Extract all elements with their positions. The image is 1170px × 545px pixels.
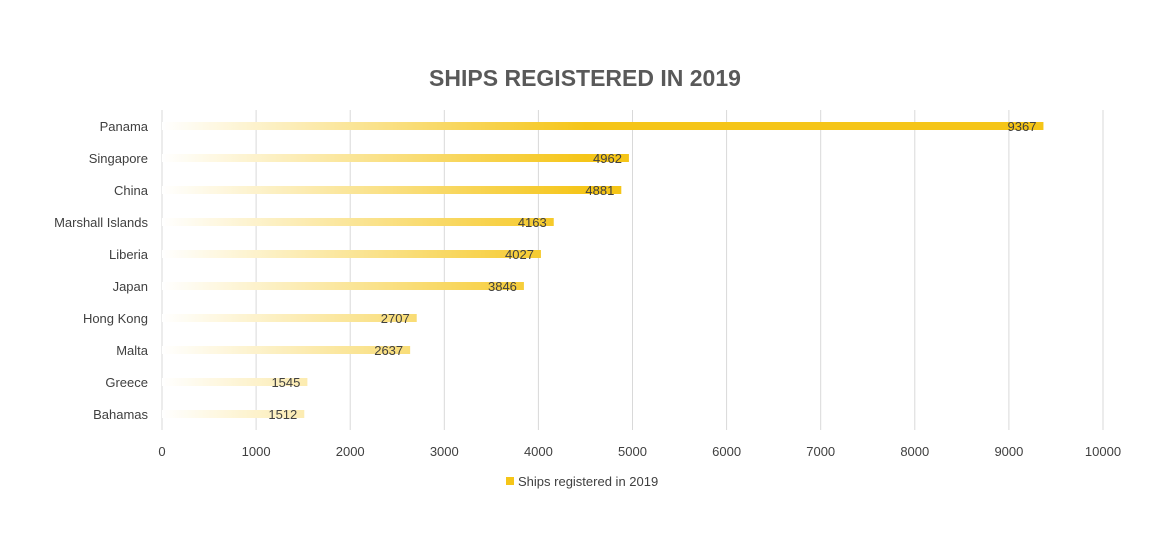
y-category-label: Liberia bbox=[109, 247, 149, 262]
x-tick-label: 10000 bbox=[1085, 444, 1121, 459]
bar bbox=[162, 154, 629, 162]
data-label: 4962 bbox=[593, 151, 622, 166]
data-label: 2707 bbox=[381, 311, 410, 326]
x-tick-label: 7000 bbox=[806, 444, 835, 459]
data-label: 9367 bbox=[1008, 119, 1037, 134]
y-category-label: Panama bbox=[100, 119, 149, 134]
data-label: 4027 bbox=[505, 247, 534, 262]
data-labels: 9367 4962 4881 4163 4027 3846 2707 2637 1545 1512 bbox=[268, 119, 1036, 422]
x-tick-label: 6000 bbox=[712, 444, 741, 459]
y-category-label: Japan bbox=[113, 279, 148, 294]
x-tick-label: 9000 bbox=[994, 444, 1023, 459]
data-label: 2637 bbox=[374, 343, 403, 358]
data-label: 4881 bbox=[585, 183, 614, 198]
data-label: 3846 bbox=[488, 279, 517, 294]
y-category-label: Greece bbox=[105, 375, 148, 390]
bar bbox=[162, 186, 622, 194]
y-category-label: Malta bbox=[116, 343, 149, 358]
y-category-label: Bahamas bbox=[93, 407, 148, 422]
bar bbox=[162, 282, 524, 290]
x-tick-label: 0 bbox=[158, 444, 165, 459]
y-category-label: Marshall Islands bbox=[54, 215, 148, 230]
y-axis-categories: Panama Singapore China Marshall Islands Libe… bbox=[54, 119, 149, 422]
y-category-label: China bbox=[114, 183, 149, 198]
x-axis-ticks: 0 1000 2000 3000 4000 5000 6000 7000 8000 9000 100… bbox=[158, 444, 1121, 459]
bar bbox=[162, 314, 417, 322]
gridlines bbox=[161, 110, 1104, 430]
y-category-label: Singapore bbox=[89, 151, 148, 166]
data-label: 4163 bbox=[518, 215, 547, 230]
bar bbox=[162, 346, 411, 354]
data-label: 1545 bbox=[271, 375, 300, 390]
bar bbox=[162, 218, 554, 226]
legend-label: Ships registered in 2019 bbox=[518, 474, 658, 489]
chart-title: SHIPS REGISTERED IN 2019 bbox=[429, 65, 741, 91]
bars bbox=[162, 122, 1044, 418]
data-label: 1512 bbox=[268, 407, 297, 422]
x-tick-label: 2000 bbox=[336, 444, 365, 459]
x-tick-label: 3000 bbox=[430, 444, 459, 459]
x-tick-label: 5000 bbox=[618, 444, 647, 459]
x-tick-label: 4000 bbox=[524, 444, 553, 459]
y-category-label: Hong Kong bbox=[83, 311, 148, 326]
bar bbox=[162, 378, 308, 386]
legend-swatch bbox=[506, 477, 514, 485]
x-tick-label: 1000 bbox=[242, 444, 271, 459]
bar bbox=[162, 250, 541, 258]
legend: Ships registered in 2019 bbox=[506, 474, 658, 489]
bar bbox=[162, 122, 1044, 130]
bar bbox=[162, 410, 305, 418]
x-tick-label: 8000 bbox=[900, 444, 929, 459]
